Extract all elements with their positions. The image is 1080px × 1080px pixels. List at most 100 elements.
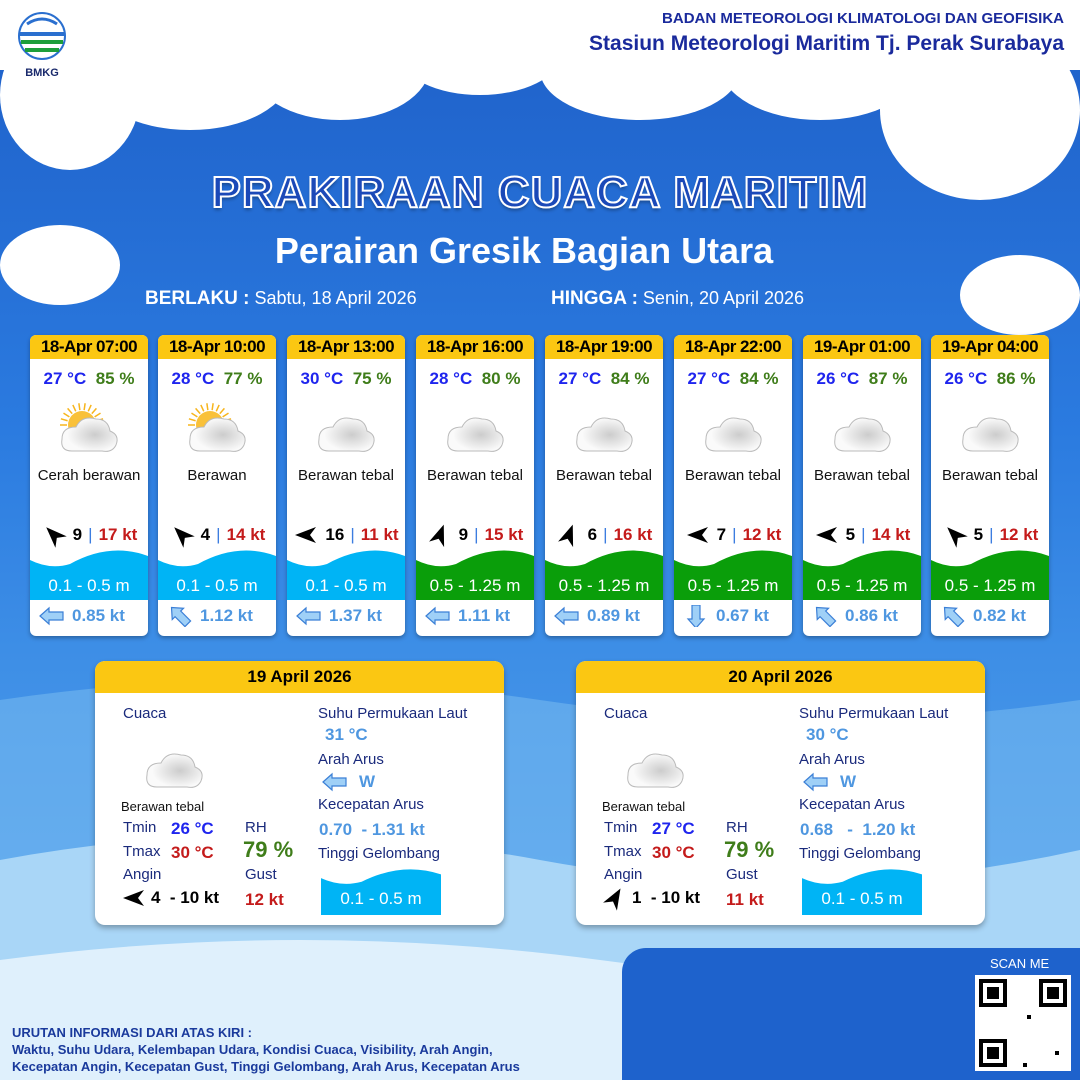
forecast-time: 18-Apr 07:00 <box>30 335 148 359</box>
footer-line: Waktu, Suhu Udara, Kelembapan Udara, Kon… <box>12 1042 493 1057</box>
current-direction-value: W <box>359 772 376 791</box>
gust-speed: 16 kt <box>613 525 653 544</box>
wave-label: Tinggi Gelombang <box>799 845 922 862</box>
sst-value: 31 °C <box>325 725 368 744</box>
forecast-card: 18-Apr 22:00 27 °C 84 % Berawan tebal 7 |… <box>674 335 792 636</box>
forecast-card: 18-Apr 07:00 27 °C 85 % Cerah berawan 9 |… <box>30 335 148 636</box>
wind-direction-icon <box>946 527 968 548</box>
air-temperature: 27 °C <box>43 369 87 388</box>
wave-height-value: 0.5 - 1.25 m <box>558 576 650 595</box>
weather-condition: Berawan <box>187 467 247 484</box>
tmax-value: 30 °C <box>171 843 214 862</box>
air-temperature: 26 °C <box>944 369 988 388</box>
forecast-time: 18-Apr 19:00 <box>545 335 663 359</box>
valid-to-value: Senin, 20 April 2026 <box>642 288 805 308</box>
rh-value: 79 % <box>724 837 775 862</box>
gust-label: Gust <box>245 866 277 883</box>
humidity: 86 % <box>996 369 1036 388</box>
current-direction-icon <box>296 606 321 626</box>
gust-value: 11 kt <box>726 890 764 909</box>
weather-condition: Berawan tebal <box>556 467 652 484</box>
wave-height: 0.5 - 1.25 m <box>931 548 1049 600</box>
forecast-card: 19-Apr 04:00 26 °C 86 % Berawan tebal 5 |… <box>931 335 1049 636</box>
gust-speed: 12 kt <box>742 525 782 544</box>
tmin-value: 26 °C <box>171 819 214 838</box>
wave-height-value: 0.1 - 0.5 m <box>305 576 387 595</box>
wave-height: 0.5 - 1.25 m <box>803 548 921 600</box>
wave-height: 0.1 - 0.5 m <box>30 548 148 600</box>
cloud-icon <box>287 397 405 461</box>
cloud-icon <box>416 397 534 461</box>
current-direction-icon <box>322 772 347 792</box>
page-subtitle: Perairan Gresik Bagian Utara <box>274 230 774 271</box>
cloudy-sun-icon <box>158 397 276 461</box>
tmin-label: Tmin <box>123 819 157 836</box>
forecast-time: 18-Apr 10:00 <box>158 335 276 359</box>
weather-condition: Berawan tebal <box>685 467 781 484</box>
cloud-icon <box>139 737 209 798</box>
wind-speed: 5 <box>845 525 856 544</box>
sst-label: Suhu Permukaan Laut <box>799 705 949 722</box>
tmax-value: 30 °C <box>652 843 695 862</box>
wave-height: 0.5 - 1.25 m <box>416 548 534 600</box>
cloud-decoration <box>250 10 430 120</box>
forecast-time: 19-Apr 01:00 <box>803 335 921 359</box>
weather-condition: Berawan tebal <box>814 467 910 484</box>
wave-height: 0.1 - 0.5 m <box>802 867 922 915</box>
partly-cloudy-icon <box>30 397 148 461</box>
wind-speed: 5 <box>973 525 984 544</box>
forecast-time: 18-Apr 22:00 <box>674 335 792 359</box>
weather-condition: Berawan tebal <box>427 467 523 484</box>
footer-legend: URUTAN INFORMASI DARI ATAS KIRI : Waktu,… <box>12 1024 520 1075</box>
cloud-decoration <box>540 20 740 120</box>
wave-height-value: 0.5 - 1.25 m <box>944 576 1036 595</box>
forecast-time: 18-Apr 16:00 <box>416 335 534 359</box>
wind-speed: 4 <box>200 525 211 544</box>
forecast-card: 18-Apr 10:00 28 °C 77 % Berawan 4 | 14 kt … <box>158 335 276 636</box>
gust-speed: 14 kt <box>226 525 266 544</box>
humidity: 85 % <box>95 369 135 388</box>
wave-height-value: 0.5 - 1.25 m <box>687 576 779 595</box>
cloud-icon <box>545 397 663 461</box>
current-direction-icon <box>803 772 828 792</box>
weather-label: Cuaca <box>123 705 167 722</box>
wind-speed: 9 <box>72 525 83 544</box>
current-direction-value: W <box>840 772 857 791</box>
current-direction-icon <box>425 606 450 626</box>
weather-condition: Berawan tebal <box>121 799 205 814</box>
current-speed-label: Kecepatan Arus <box>799 796 905 813</box>
wind-label: Angin <box>604 866 643 883</box>
air-temperature: 27 °C <box>687 369 731 388</box>
weather-label: Cuaca <box>604 705 648 722</box>
wave-height-value: 0.1 - 0.5 m <box>340 889 422 908</box>
wind-label: Angin <box>123 866 162 883</box>
wave-height: 0.1 - 0.5 m <box>287 548 405 600</box>
current-speed: 1.11 kt <box>458 606 510 625</box>
forecast-time: 18-Apr 13:00 <box>287 335 405 359</box>
current-direction-label: Arah Arus <box>318 751 384 768</box>
qr-code[interactable] <box>975 975 1071 1071</box>
current-direction-icon <box>39 606 64 626</box>
forecast-card: 18-Apr 13:00 30 °C 75 % Berawan tebal 16… <box>287 335 405 636</box>
cloud-decoration <box>0 225 120 305</box>
daily-date: 19 April 2026 <box>95 661 504 693</box>
gust-label: Gust <box>726 866 758 883</box>
valid-from-value: Sabtu, 18 April 2026 <box>254 288 417 308</box>
current-direction-icon <box>170 606 192 627</box>
forecast-card: 18-Apr 19:00 27 °C 84 % Berawan tebal 6 |… <box>545 335 663 636</box>
wave-label: Tinggi Gelombang <box>318 845 441 862</box>
current-direction-icon <box>686 605 706 627</box>
humidity: 87 % <box>868 369 908 388</box>
current-speed: 1.37 kt <box>329 606 382 625</box>
wind-direction-icon <box>815 527 837 543</box>
daily-summary-panel: 19 April 2026 Cuaca Berawan tebal Tmin 2… <box>95 661 504 925</box>
current-speed: 1.12 kt <box>200 606 253 625</box>
current-speed: 0.82 kt <box>973 606 1026 625</box>
bmkg-logo: BMKG <box>14 12 70 79</box>
logo-text: BMKG <box>25 67 59 79</box>
wind-direction-icon <box>45 527 67 548</box>
cloud-decoration <box>880 20 1080 200</box>
footer-line: Kecepatan Angin, Kecepatan Gust, Tinggi … <box>12 1059 520 1074</box>
wind-speed: 7 <box>716 525 727 544</box>
air-temperature: 28 °C <box>171 369 215 388</box>
